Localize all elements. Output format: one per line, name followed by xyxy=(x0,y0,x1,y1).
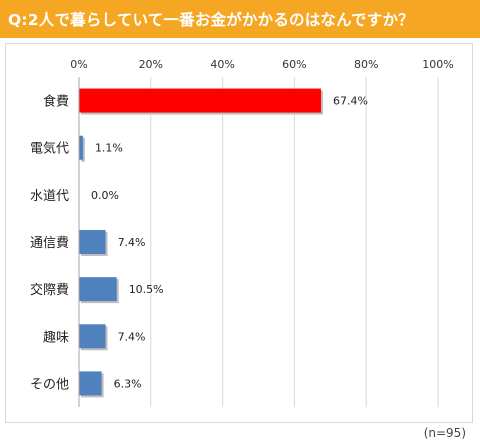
category-label: 趣味 xyxy=(43,330,69,345)
category-label: その他 xyxy=(30,377,69,392)
category-label: 電気代 xyxy=(30,141,69,157)
value-label: 7.4% xyxy=(118,236,146,249)
bar-chart: 0% 20% 40% 60% 80% 100% 食費 67.4% 電気代 1.1% 水道代 0.0% 通… xyxy=(30,58,454,407)
value-label: 0.0% xyxy=(91,189,119,202)
value-label: 1.1% xyxy=(95,142,123,155)
chart-frame: 0% 20% 40% 60% 80% 100% 食費 67.4% 電気代 1.1% 水道代 0.0% 通… xyxy=(5,43,473,423)
x-tick-label: 80% xyxy=(354,58,378,71)
value-label: 7.4% xyxy=(118,330,146,343)
x-tick-label: 40% xyxy=(210,58,234,71)
sample-size-note: (n=95) xyxy=(423,426,466,440)
bar-1 xyxy=(79,135,83,160)
x-tick-label: 100% xyxy=(422,58,453,71)
bar-3 xyxy=(79,230,106,254)
bar-6 xyxy=(79,371,102,396)
x-tick-label: 20% xyxy=(139,58,163,71)
chart-title: Q:2人で暮らしていて一番お金がかかるのはなんですか？ xyxy=(8,11,414,29)
x-tick-label: 0% xyxy=(70,58,87,71)
bar-shadow xyxy=(81,137,85,162)
bar-4 xyxy=(79,277,117,302)
x-tick-label: 60% xyxy=(282,58,306,71)
bar-5 xyxy=(79,324,106,349)
value-label: 67.4% xyxy=(333,95,368,108)
category-label: 交際費 xyxy=(30,282,69,298)
value-label: 10.5% xyxy=(129,283,164,296)
category-label: 水道代 xyxy=(30,189,69,204)
category-label: 通信費 xyxy=(30,236,69,251)
bar-0 xyxy=(79,88,321,113)
value-label: 6.3% xyxy=(114,377,142,390)
category-label: 食費 xyxy=(43,94,69,110)
title-bar: Q:2人で暮らしていて一番お金がかかるのはなんですか？ xyxy=(0,0,480,38)
